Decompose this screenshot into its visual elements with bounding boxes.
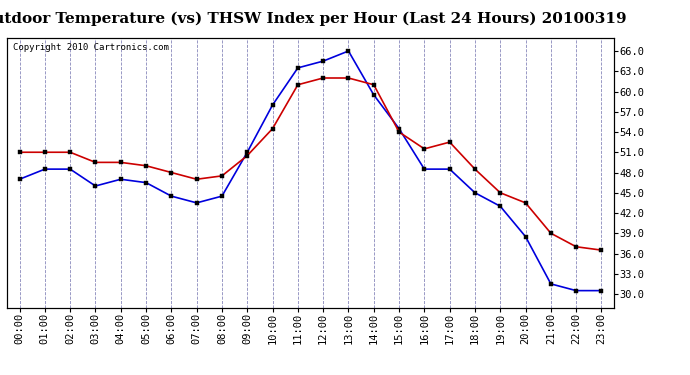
Text: Copyright 2010 Cartronics.com: Copyright 2010 Cartronics.com (13, 43, 169, 52)
Text: Outdoor Temperature (vs) THSW Index per Hour (Last 24 Hours) 20100319: Outdoor Temperature (vs) THSW Index per … (0, 11, 627, 26)
